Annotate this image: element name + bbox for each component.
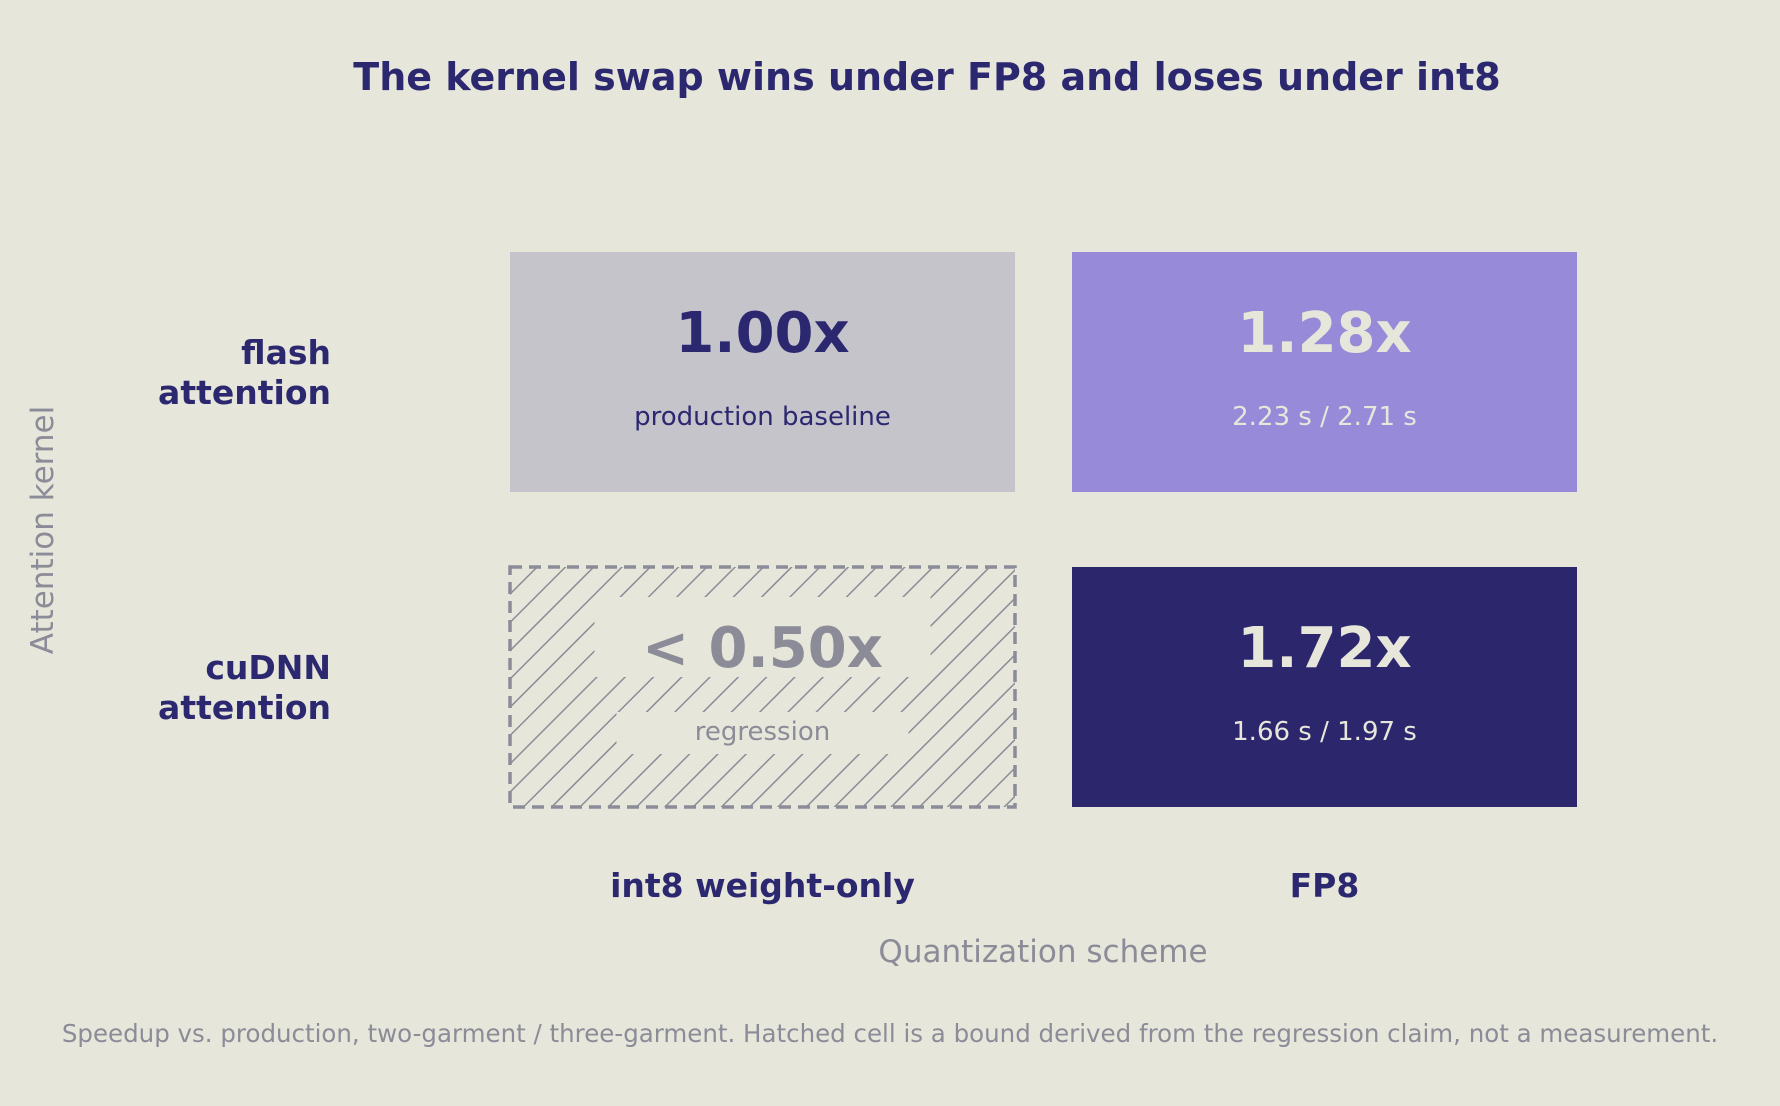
- cell-value-label: 1.00x: [675, 301, 849, 366]
- cell-sub-backdrop: [616, 712, 909, 754]
- cell-value-backdrop: [594, 597, 931, 677]
- cell-sub-label: 1.66 s / 1.97 s: [1232, 717, 1417, 747]
- cell-background: [1072, 252, 1577, 492]
- column-label: int8 weight-only: [610, 866, 915, 905]
- row-label-line: flash: [241, 333, 331, 372]
- heatmap-cell: 1.28x 2.23 s / 2.71 s: [1072, 252, 1577, 492]
- cell-value-label: < 0.50x: [642, 616, 883, 681]
- heatmap-cell: 1.72x 1.66 s / 1.97 s: [1072, 567, 1577, 807]
- heatmap-cell: 1.00x production baseline: [510, 252, 1015, 492]
- cell-background: [1072, 567, 1577, 807]
- cell-value-label: 1.28x: [1237, 301, 1411, 366]
- cell-sub-label: production baseline: [634, 402, 891, 432]
- x-axis-title: Quantization scheme: [878, 934, 1207, 970]
- row-label-line: attention: [158, 373, 331, 412]
- cell-sub-label: regression: [695, 717, 830, 747]
- cell-value-label: 1.72x: [1237, 616, 1411, 681]
- cell-sub-label: 2.23 s / 2.71 s: [1232, 402, 1417, 432]
- row-label: flash attention: [158, 333, 331, 412]
- column-label: FP8: [1290, 866, 1360, 905]
- heatmap-cells: 1.00x production baseline 1.28x 2.23 s / 2.…: [508, 252, 1577, 809]
- heatmap-cell: < 0.50x regression: [508, 565, 1017, 809]
- chart-title: The kernel swap wins under FP8 and loses…: [353, 55, 1500, 99]
- chart-caption: Speedup vs. production, two-garment / th…: [62, 1019, 1718, 1048]
- cell-background: [510, 252, 1015, 492]
- row-label-line: attention: [158, 688, 331, 727]
- row-label-line: cuDNN: [205, 648, 331, 687]
- row-label: cuDNN attention: [158, 648, 331, 727]
- column-labels: int8 weight-only FP8: [610, 866, 1359, 905]
- y-axis-title: Attention kernel: [25, 406, 61, 654]
